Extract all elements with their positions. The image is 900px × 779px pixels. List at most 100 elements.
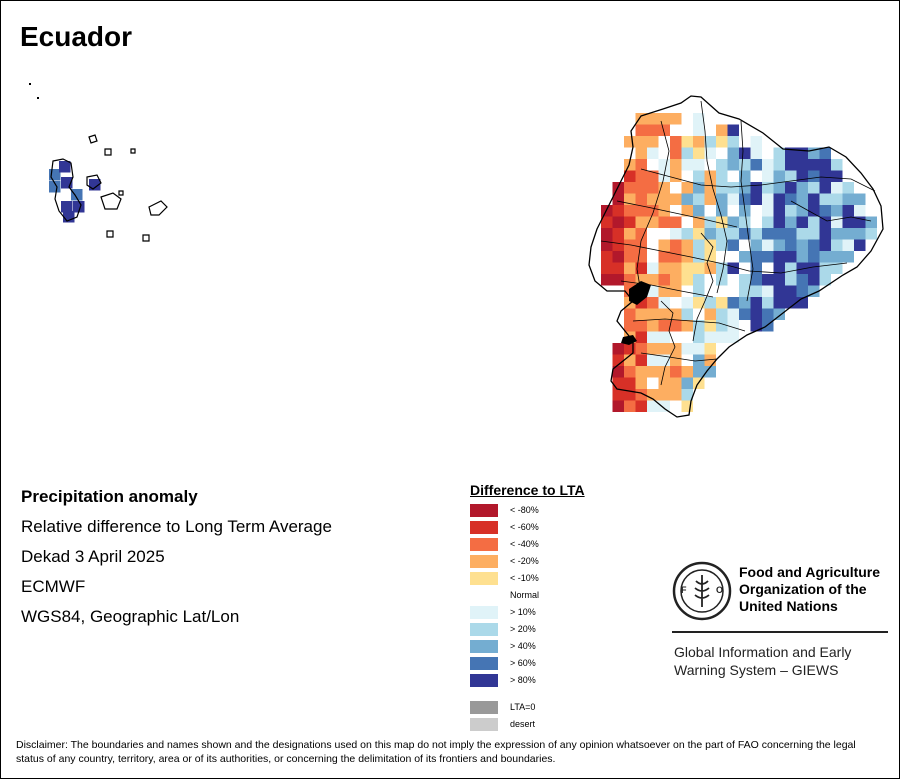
anomaly-cell [808, 239, 820, 251]
legend-item-label: Normal [510, 590, 540, 600]
legend-item-row: > 40% [470, 638, 585, 655]
anomaly-cell [635, 159, 647, 171]
anomaly-cell [773, 297, 785, 309]
anomaly-cell [670, 216, 682, 228]
anomaly-cell [808, 159, 820, 171]
anomaly-cell [624, 193, 636, 205]
anomaly-cell [762, 308, 774, 320]
anomaly-cell [854, 228, 866, 240]
anomaly-cell [658, 308, 670, 320]
anomaly-cell [601, 251, 613, 263]
anomaly-cell [647, 274, 659, 286]
anomaly-cell [716, 170, 728, 182]
anomaly-cell [612, 205, 624, 217]
anomaly-cell [727, 182, 739, 194]
anomaly-cell [785, 285, 797, 297]
anomaly-cell [624, 343, 636, 355]
anomaly-cell [808, 251, 820, 263]
org-name: Food and Agriculture Organization of the… [739, 564, 881, 614]
anomaly-cell [647, 331, 659, 343]
anomaly-cell [681, 147, 693, 159]
legend-item-swatch [470, 640, 498, 653]
anomaly-cell [808, 182, 820, 194]
anomaly-cell [635, 331, 647, 343]
anomaly-cell [658, 124, 670, 136]
anomaly-cell [647, 343, 659, 355]
anomaly-cell [658, 239, 670, 251]
anomaly-cell [647, 308, 659, 320]
anomaly-cell [796, 170, 808, 182]
legend-extra-row: desert [470, 716, 585, 733]
anomaly-cell [693, 170, 705, 182]
anomaly-cell [762, 205, 774, 217]
anomaly-cell [739, 251, 751, 263]
anomaly-cell [612, 193, 624, 205]
fao-emblem-icon: F O [672, 561, 732, 621]
anomaly-cell [635, 136, 647, 148]
anomaly-cell [635, 262, 647, 274]
anomaly-cell [681, 228, 693, 240]
anomaly-cell [693, 159, 705, 171]
anomaly-cell [854, 193, 866, 205]
anomaly-cell [61, 177, 73, 189]
anomaly-cell [624, 228, 636, 240]
anomaly-cell [647, 320, 659, 332]
anomaly-cell [831, 239, 843, 251]
anomaly-cell [865, 228, 877, 240]
anomaly-cell [773, 262, 785, 274]
anomaly-cell [739, 147, 751, 159]
info-line-4: WGS84, Geographic Lat/Lon [21, 607, 240, 626]
anomaly-cell [624, 216, 636, 228]
anomaly-cell [635, 182, 647, 194]
anomaly-cell [808, 205, 820, 217]
legend-item-row: < -80% [470, 502, 585, 519]
anomaly-cell [681, 262, 693, 274]
anomaly-cell [785, 205, 797, 217]
anomaly-cell [808, 228, 820, 240]
anomaly-cell [681, 182, 693, 194]
anomaly-cell [635, 297, 647, 309]
legend-item-label: > 60% [510, 658, 536, 668]
anomaly-cell [658, 193, 670, 205]
anomaly-cell [750, 136, 762, 148]
anomaly-cell [727, 239, 739, 251]
legend-item-swatch [470, 623, 498, 636]
anomaly-cell [831, 170, 843, 182]
anomaly-cell [762, 274, 774, 286]
legend-extra-swatch [470, 701, 498, 714]
anomaly-cell [658, 251, 670, 263]
anomaly-cell [842, 251, 854, 263]
anomaly-cell [647, 216, 659, 228]
anomaly-cell [670, 251, 682, 263]
anomaly-cell [681, 274, 693, 286]
anomaly-cell [773, 308, 785, 320]
anomaly-cell [693, 239, 705, 251]
anomaly-cell [49, 181, 61, 193]
anomaly-cell [681, 136, 693, 148]
anomaly-cell [750, 182, 762, 194]
anomaly-cell [750, 159, 762, 171]
anomaly-cell [670, 147, 682, 159]
anomaly-cell [635, 377, 647, 389]
anomaly-cell [750, 262, 762, 274]
anomaly-cell [635, 147, 647, 159]
anomaly-cell [658, 331, 670, 343]
anomaly-cell [647, 193, 659, 205]
legend-item-label: > 10% [510, 607, 536, 617]
anomaly-cell [808, 262, 820, 274]
anomaly-cell [670, 366, 682, 378]
anomaly-cell [739, 274, 751, 286]
anomaly-cell [716, 262, 728, 274]
anomaly-cell [61, 201, 73, 213]
anomaly-cell [808, 147, 820, 159]
anomaly-cell [635, 400, 647, 412]
anomaly-cell [681, 400, 693, 412]
anomaly-cell [762, 159, 774, 171]
anomaly-cell [624, 239, 636, 251]
anomaly-cell [854, 239, 866, 251]
anomaly-cell [842, 228, 854, 240]
anomaly-cell [773, 216, 785, 228]
anomaly-cell [612, 366, 624, 378]
anomaly-cell [681, 239, 693, 251]
